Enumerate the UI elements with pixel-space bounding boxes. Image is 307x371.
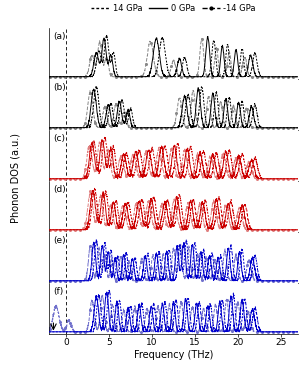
Text: Phonon DOS (a.u.): Phonon DOS (a.u.) <box>10 133 20 223</box>
X-axis label: Frequency (THz): Frequency (THz) <box>134 350 213 360</box>
Text: (a): (a) <box>53 32 65 41</box>
Text: (b): (b) <box>53 83 66 92</box>
Legend: 14 GPa, 0 GPa, -14 GPa: 14 GPa, 0 GPa, -14 GPa <box>88 0 259 16</box>
Text: (c): (c) <box>53 134 65 143</box>
Text: (f): (f) <box>53 287 63 296</box>
Text: (d): (d) <box>53 185 66 194</box>
Text: (e): (e) <box>53 236 65 245</box>
